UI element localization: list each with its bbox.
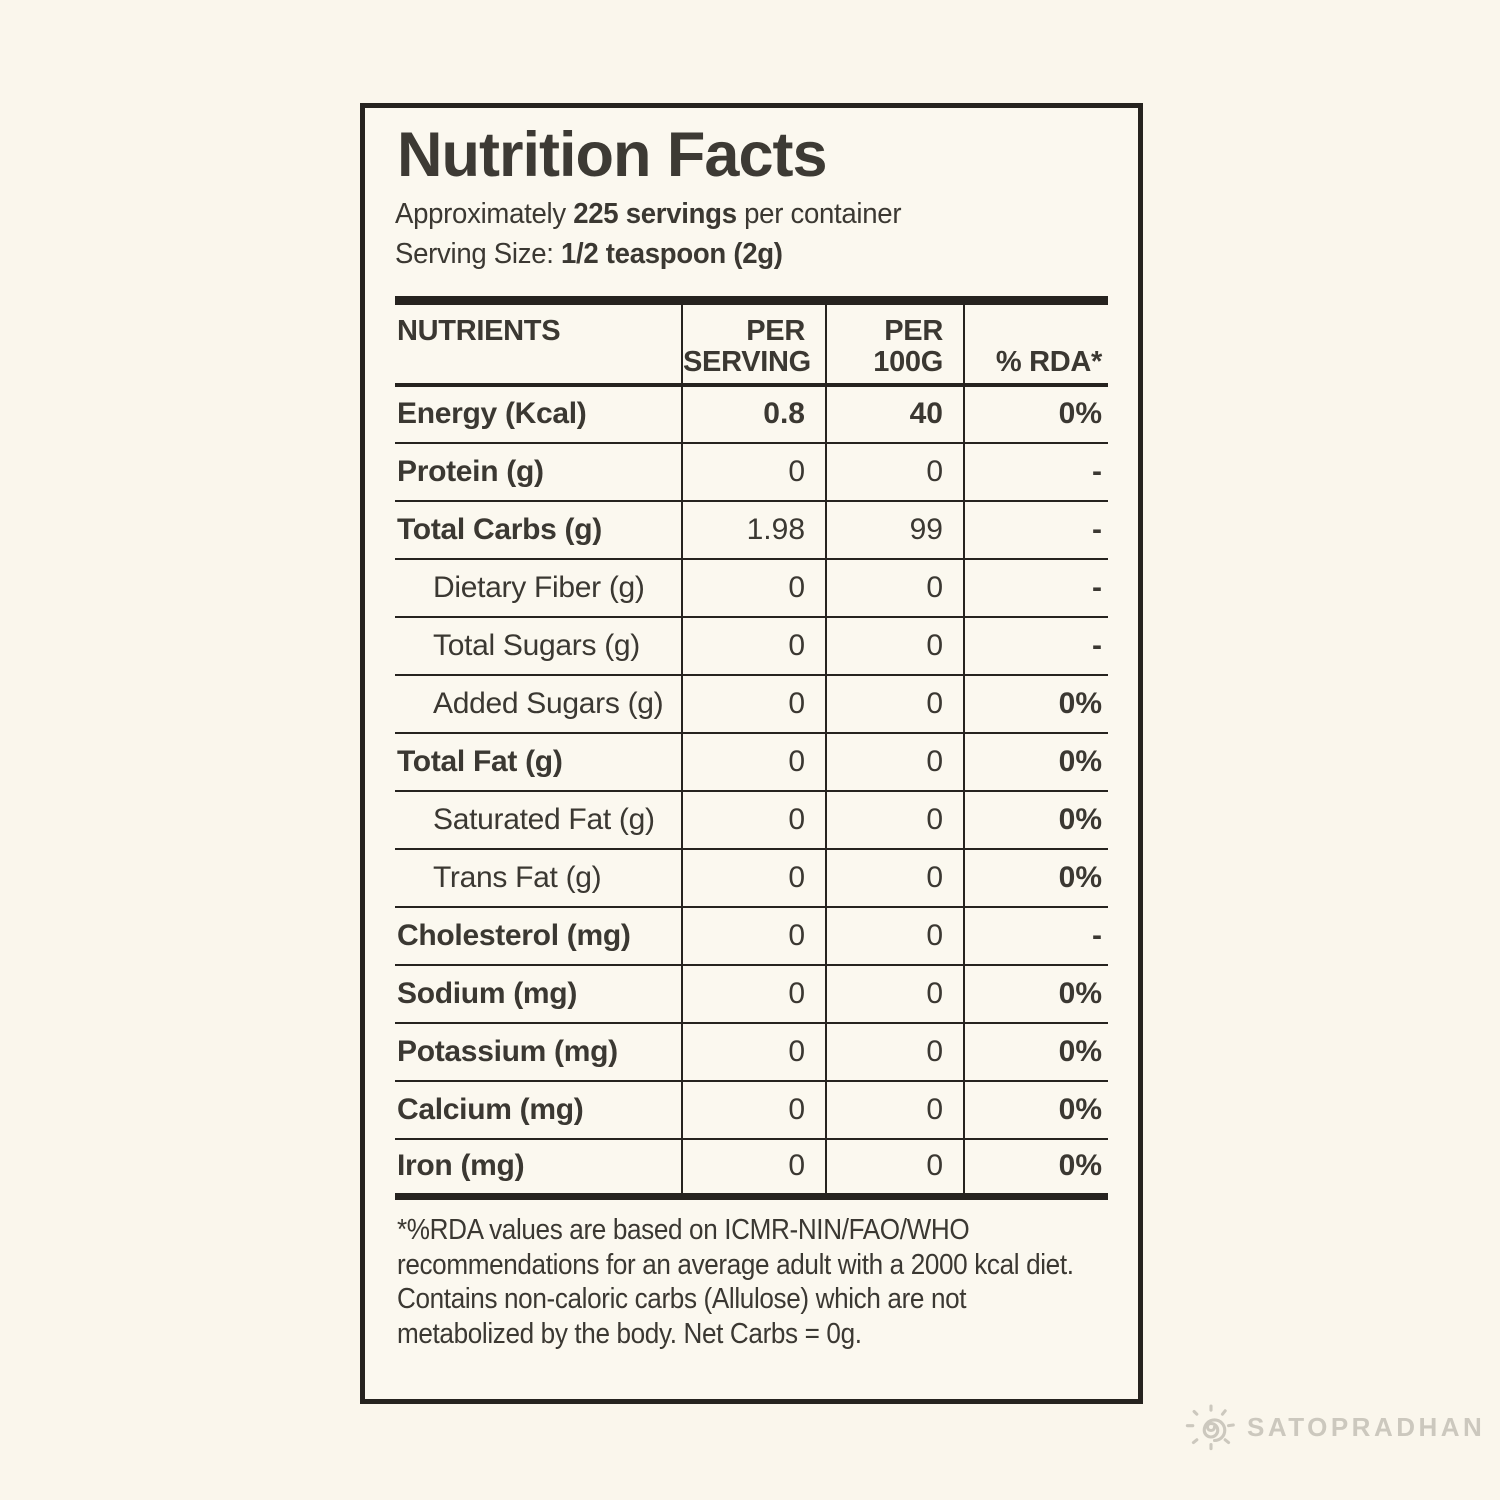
nutrient-name-cell: Saturated Fat (g) [433, 802, 655, 836]
brand-name: SATOPRADHAN [1247, 1411, 1486, 1442]
per-100g-cell: 40 [825, 384, 964, 443]
nutrient-name-cell: Dietary Fiber (g) [433, 570, 645, 604]
footnote-text: *%RDA values are based on ICMR-NIN/FAO/W… [397, 1214, 1074, 1350]
label-title: Nutrition Facts [397, 120, 828, 190]
per-100g-cell: 0 [825, 964, 964, 1023]
nutrient-name-cell: Protein (g) [397, 454, 544, 488]
nutrient-name-cell: Total Carbs (g) [397, 512, 602, 546]
table-row: Cholesterol (mg) 0 0- [395, 906, 1108, 965]
nutrient-name-cell: Trans Fat (g) [433, 860, 602, 894]
rda-cell: 0% [963, 732, 1108, 791]
rda-cell: 0% [963, 384, 1108, 443]
per-serving-cell: 0 [681, 616, 826, 675]
header-nutrients: NUTRIENTS [397, 315, 561, 347]
per-serving-cell: 1.98 [681, 500, 826, 559]
per-100g-cell: 0 [825, 674, 964, 733]
table-header: NUTRIENTS PER SERVING PER 100G % RDA* [395, 300, 1108, 385]
rda-cell: - [963, 616, 1108, 675]
per-serving-cell: 0 [681, 1022, 826, 1081]
header-per-serving: PER SERVING [681, 300, 826, 385]
per-serving-cell: 0 [681, 442, 826, 501]
per-100g-cell: 0 [825, 732, 964, 791]
table-row: Trans Fat (g) 0 0 0% [395, 848, 1108, 907]
table-row: Total Fat (g) 0 0 0% [395, 732, 1108, 791]
serving-size-line: Serving Size: 1/2 teaspoon (2g) [395, 234, 1072, 274]
per-serving-cell: 0 [681, 1138, 826, 1197]
nutrition-label: Nutrition Facts Approximately 225 servin… [360, 103, 1143, 1404]
servings-suffix: per container [736, 198, 902, 230]
per-100g-cell: 0 [825, 1022, 964, 1081]
per-100g-cell: 0 [825, 790, 964, 849]
table-row: Total Sugars (g) 0 0- [395, 616, 1108, 675]
per-serving-cell: 0 [681, 790, 826, 849]
nutrient-name-cell: Potassium (mg) [397, 1034, 618, 1068]
rda-cell: - [963, 442, 1108, 501]
per-serving-cell: 0 [681, 906, 826, 965]
per-serving-cell: 0 [681, 732, 826, 791]
table-row: Energy (Kcal) 0.8 40 0% [395, 384, 1108, 443]
table-row: Total Carbs (g) 1.98 99- [395, 500, 1108, 559]
per-100g-cell: 0 [825, 906, 964, 965]
table-row: Protein (g) 0 0- [395, 442, 1108, 501]
nutrient-name-cell: Total Fat (g) [397, 744, 563, 778]
rda-cell: 0% [963, 964, 1108, 1023]
per-100g-cell: 0 [825, 1138, 964, 1197]
header-per-100g: PER 100G [825, 300, 964, 385]
serving-size-label: Serving Size: [395, 238, 561, 270]
per-100g-cell: 0 [825, 558, 964, 617]
nutrient-name-cell: Total Sugars (g) [433, 628, 640, 662]
servings-prefix: Approximately [395, 198, 574, 230]
rda-cell: 0% [963, 1022, 1108, 1081]
table-row: Potassium (mg) 0 0 0% [395, 1022, 1108, 1081]
table-row: Iron (mg) 0 0 0% [395, 1138, 1108, 1197]
nutrient-name-cell: Energy (Kcal) [397, 397, 587, 430]
per-serving-cell: 0 [681, 1080, 826, 1139]
nutrient-name-cell: Added Sugars (g) [433, 686, 664, 720]
rda-cell: 0% [963, 1080, 1108, 1139]
per-100g-cell: 0 [825, 1080, 964, 1139]
rda-cell: - [963, 500, 1108, 559]
table-row: Sodium (mg) 0 0 0% [395, 964, 1108, 1023]
table-row: Saturated Fat (g) 0 0 0% [395, 790, 1108, 849]
per-serving-cell: 0.8 [681, 384, 826, 443]
rda-cell: 0% [963, 1138, 1108, 1197]
rda-cell: 0% [963, 674, 1108, 733]
nutrient-name-cell: Sodium (mg) [397, 976, 578, 1010]
servings-count: 225 servings [573, 198, 737, 230]
nutrient-name-cell: Iron (mg) [397, 1149, 525, 1183]
per-100g-cell: 0 [825, 442, 964, 501]
brand-watermark: SATOPRADHAN [1184, 1400, 1485, 1454]
per-serving-cell: 0 [681, 964, 826, 1023]
header-rda: % RDA* [963, 300, 1108, 385]
nutrients-table: NUTRIENTS PER SERVING PER 100G % RDA* En… [395, 296, 1108, 1200]
servings-line: Approximately 225 servings per container [395, 194, 1072, 234]
nutrient-name-cell: Calcium (mg) [397, 1092, 584, 1126]
rda-cell: 0% [963, 790, 1108, 849]
table-row: Dietary Fiber (g) 0 0- [395, 558, 1108, 617]
table-row: Calcium (mg) 0 0 0% [395, 1080, 1108, 1139]
per-100g-cell: 0 [825, 848, 964, 907]
per-serving-cell: 0 [681, 674, 826, 733]
nutrients-table-body: Energy (Kcal) 0.8 40 0% Protein (g) 0 0- Total … [395, 384, 1108, 1197]
sun-spiral-icon [1184, 1400, 1238, 1454]
rda-cell: - [963, 906, 1108, 965]
rda-cell: 0% [963, 848, 1108, 907]
per-serving-cell: 0 [681, 848, 826, 907]
per-serving-cell: 0 [681, 558, 826, 617]
rda-cell: - [963, 558, 1108, 617]
nutrient-name-cell: Cholesterol (mg) [397, 918, 631, 952]
per-100g-cell: 0 [825, 616, 964, 675]
serving-size-value: 1/2 teaspoon (2g) [560, 238, 783, 270]
table-row: Added Sugars (g) 0 0 0% [395, 674, 1108, 733]
per-100g-cell: 99 [825, 500, 964, 559]
